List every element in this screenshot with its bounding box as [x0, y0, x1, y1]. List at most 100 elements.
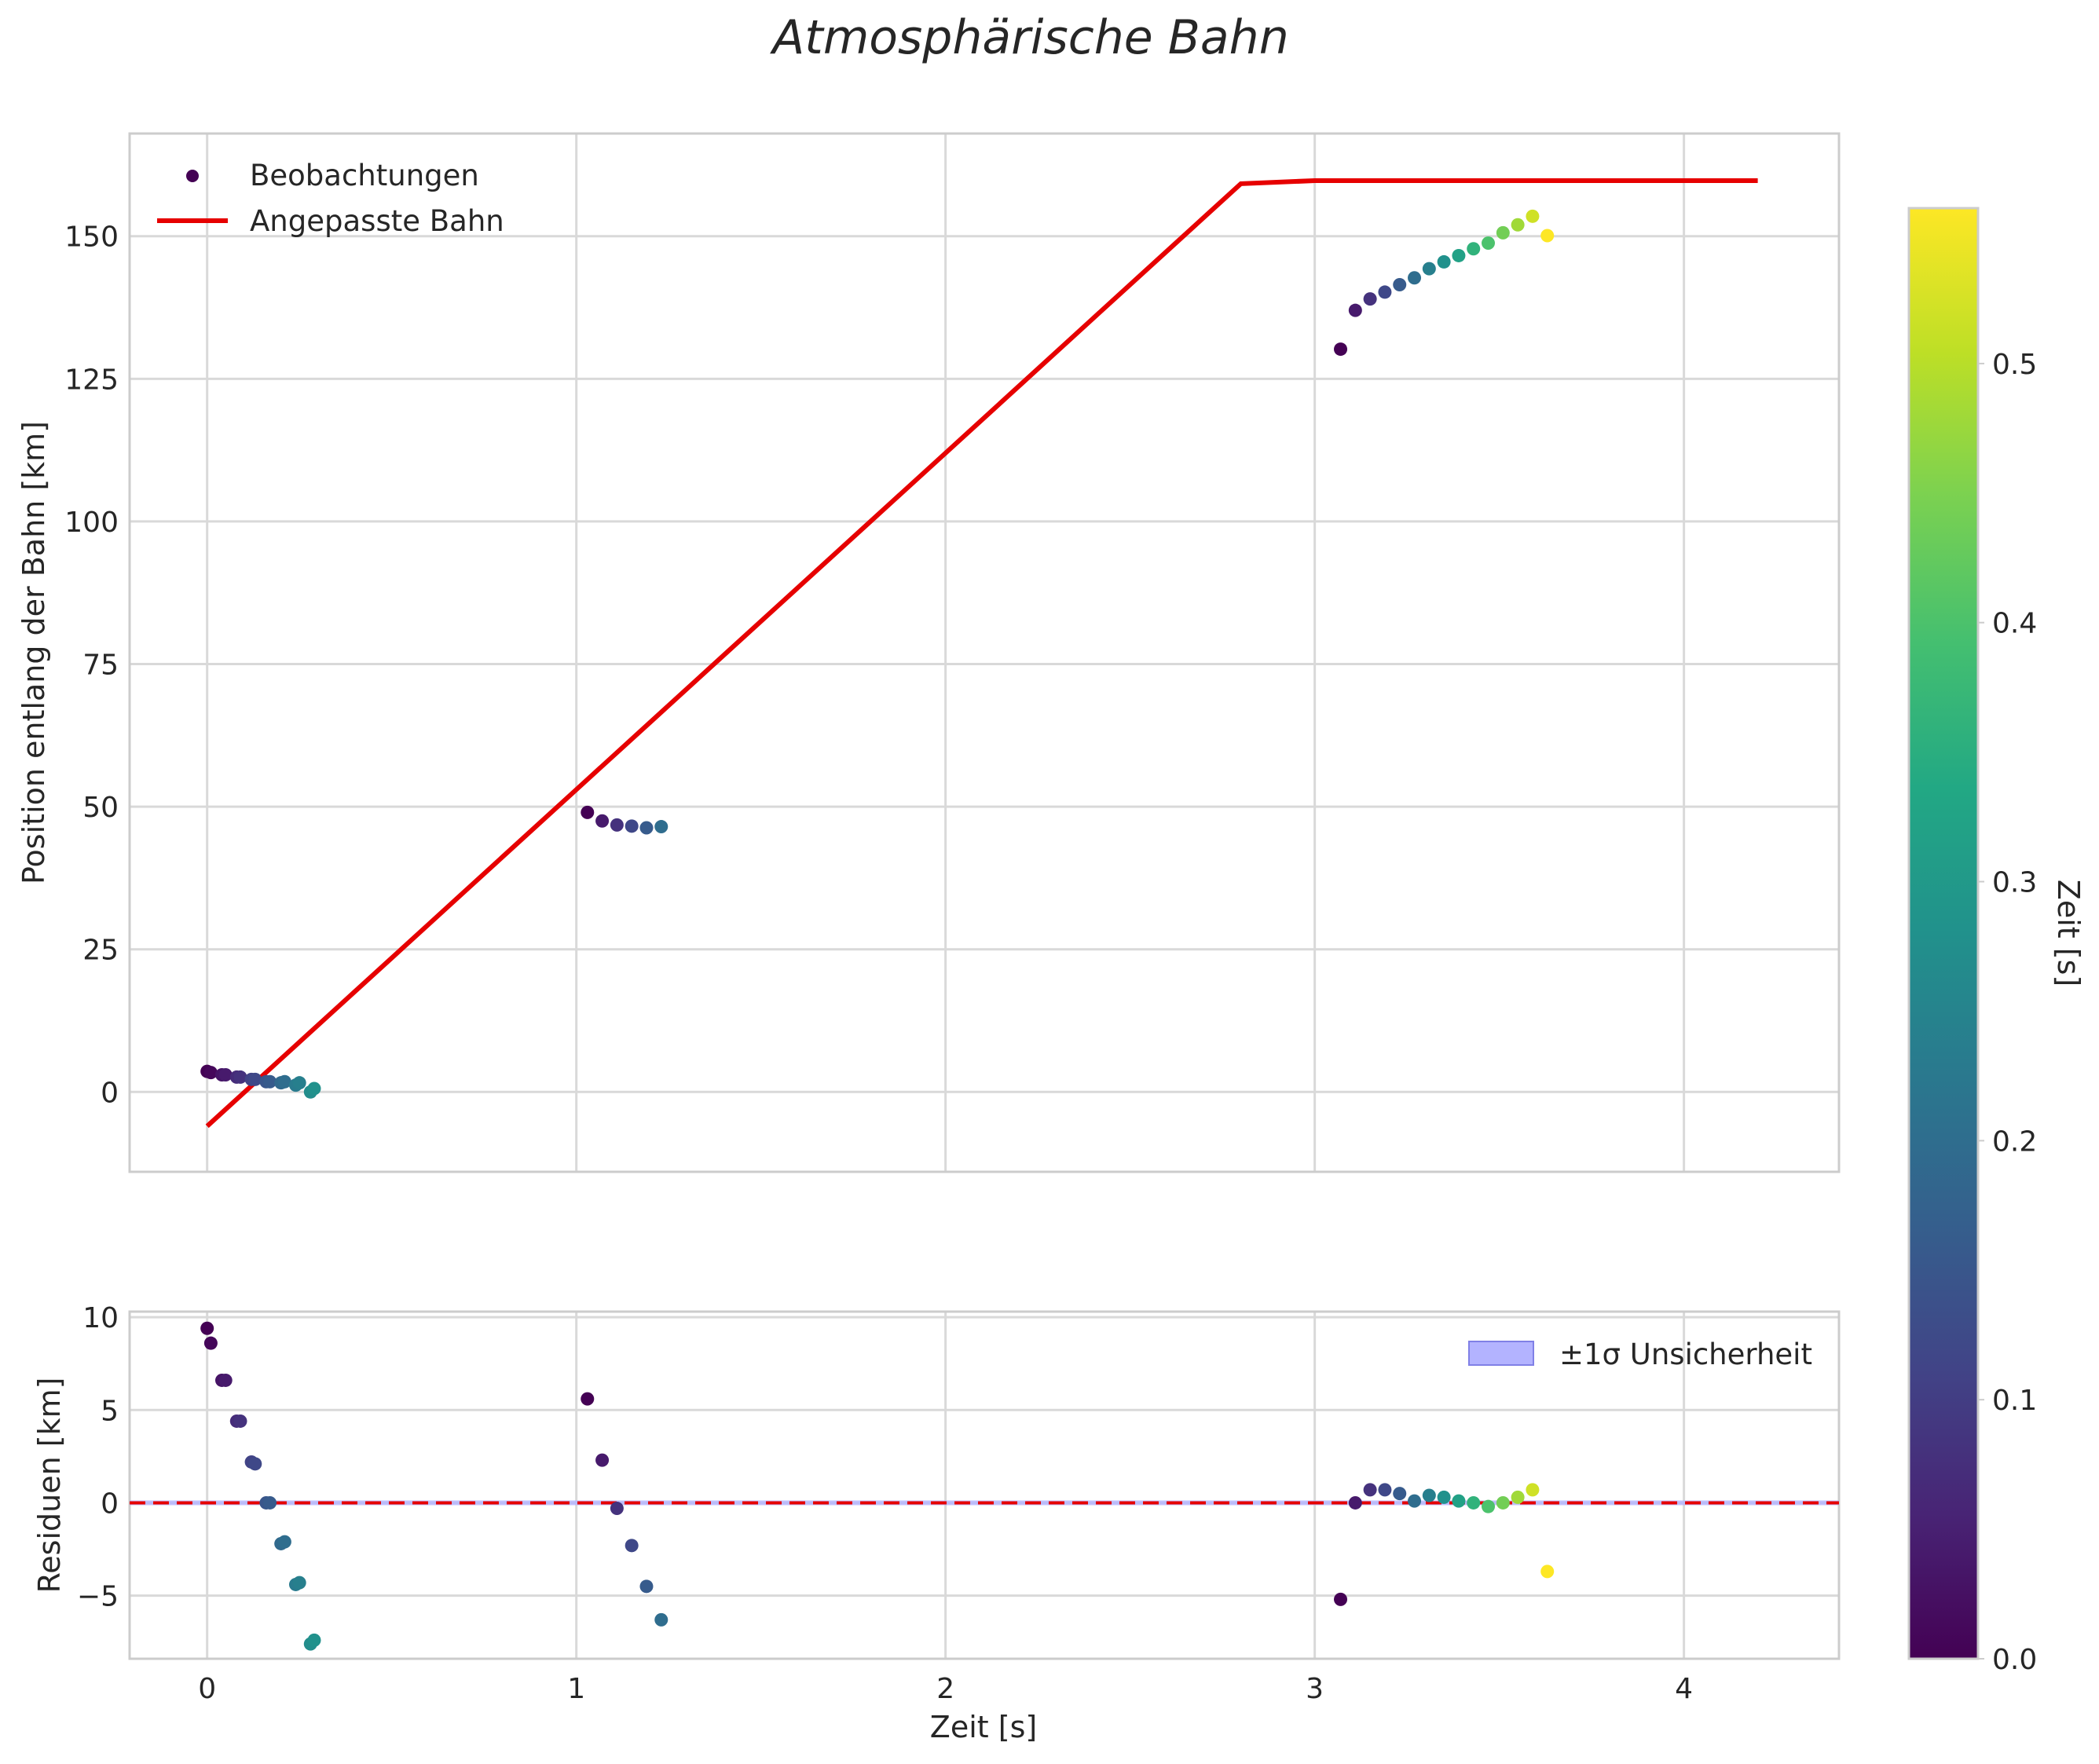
- residual-point-23: [1348, 1495, 1362, 1510]
- observation-points: [200, 209, 1555, 1099]
- legend-label-uncertainty: ±1σ Unsicherheit: [1559, 1338, 1812, 1371]
- residual-point-13: [292, 1576, 306, 1590]
- legend-marker-observations: [186, 170, 199, 182]
- top-y-tick-label: 50: [82, 792, 119, 824]
- bottom-plot-frame: [128, 1310, 1841, 1660]
- bottom-y-tick-labels: −5 0 5 10: [77, 1302, 119, 1613]
- residual-point-9: [263, 1495, 277, 1510]
- fitted-trajectory-line: [205, 178, 1758, 1129]
- residual-points: [200, 1321, 1555, 1651]
- residual-point-18: [610, 1502, 624, 1516]
- observation-point-29: [1437, 254, 1451, 269]
- top-y-tick-label: 150: [64, 221, 119, 254]
- observation-point-27: [1408, 271, 1422, 285]
- bottom-legend: ±1σ Unsicherheit: [1468, 1338, 1812, 1371]
- observation-point-25: [1378, 285, 1392, 299]
- top-y-tick-label: 25: [82, 935, 119, 967]
- residual-point-11: [277, 1535, 291, 1549]
- x-tick-label: 4: [1675, 1673, 1693, 1705]
- bottom-y-axis-label: Residuen [km]: [32, 1378, 67, 1594]
- residual-point-30: [1452, 1494, 1466, 1508]
- x-tick-label: 1: [567, 1673, 585, 1705]
- residual-point-25: [1378, 1483, 1392, 1497]
- top-y-tick-label: 75: [82, 650, 119, 682]
- observation-point-20: [639, 821, 654, 835]
- top-y-tick-label: 0: [101, 1077, 119, 1109]
- residual-point-32: [1482, 1499, 1496, 1513]
- observation-point-36: [1540, 229, 1555, 243]
- residual-point-34: [1511, 1490, 1525, 1504]
- observation-point-21: [654, 820, 669, 834]
- observation-point-1: [203, 1066, 218, 1080]
- residual-point-27: [1408, 1494, 1422, 1508]
- observation-point-9: [263, 1074, 277, 1089]
- top-y-axis-label: Position entlang der Bahn [km]: [16, 421, 51, 884]
- x-axis-label: Zeit [s]: [930, 1710, 1037, 1744]
- observation-point-30: [1452, 248, 1466, 262]
- observation-point-33: [1496, 225, 1510, 240]
- observation-point-18: [610, 818, 624, 832]
- residual-point-1: [203, 1336, 218, 1350]
- colorbar-tick-label: 0.1: [1992, 1385, 2037, 1417]
- residual-point-17: [595, 1453, 610, 1467]
- residual-point-28: [1422, 1488, 1436, 1502]
- x-tick-label: 0: [198, 1673, 216, 1705]
- residual-point-5: [233, 1414, 247, 1428]
- residual-point-31: [1467, 1495, 1481, 1510]
- observation-point-19: [625, 819, 639, 833]
- colorbar: [1907, 207, 1980, 1660]
- residual-point-22: [1334, 1592, 1348, 1606]
- observation-point-16: [581, 805, 595, 819]
- observation-point-26: [1393, 277, 1407, 291]
- colorbar-tick-label: 0.2: [1992, 1125, 2037, 1158]
- observation-point-34: [1511, 218, 1525, 232]
- residual-point-26: [1393, 1487, 1407, 1501]
- residual-point-7: [248, 1457, 262, 1471]
- observation-point-23: [1348, 303, 1362, 317]
- top-plot-frame: [128, 132, 1841, 1173]
- legend-label-fit: Angepasste Bahn: [250, 204, 504, 238]
- observation-point-13: [292, 1076, 306, 1090]
- x-tick-label: 3: [1306, 1673, 1324, 1705]
- legend-marker-uncertainty: [1468, 1341, 1534, 1366]
- residual-point-0: [200, 1321, 214, 1335]
- observation-point-5: [233, 1070, 247, 1084]
- observation-point-22: [1334, 342, 1348, 357]
- bottom-y-tick-label: 5: [101, 1395, 119, 1427]
- colorbar-tick-label: 0.0: [1992, 1644, 2037, 1676]
- observation-point-17: [595, 814, 610, 828]
- residual-point-19: [625, 1539, 639, 1553]
- residual-point-36: [1540, 1565, 1555, 1579]
- bottom-y-tick-label: −5: [77, 1581, 119, 1613]
- residual-point-16: [581, 1392, 595, 1406]
- chart-title: Atmosphärische Bahn: [769, 10, 1288, 65]
- bottom-y-tick-label: 10: [82, 1302, 119, 1334]
- residual-point-29: [1437, 1490, 1451, 1504]
- residual-point-35: [1526, 1483, 1540, 1497]
- top-legend: Beobachtungen Angepasste Bahn: [157, 159, 504, 238]
- observation-point-32: [1482, 236, 1496, 250]
- residual-point-24: [1363, 1483, 1377, 1497]
- x-tick-label: 2: [936, 1673, 954, 1705]
- residual-point-3: [218, 1373, 233, 1387]
- observation-point-35: [1526, 209, 1540, 223]
- observation-point-15: [307, 1081, 321, 1096]
- residual-point-20: [639, 1579, 654, 1594]
- observation-point-31: [1467, 242, 1481, 256]
- colorbar-tick-label: 0.3: [1992, 867, 2037, 899]
- colorbar-tick-labels: 0.0 0.1 0.2 0.3 0.4 0.5: [1978, 349, 2037, 1676]
- colorbar-tick-label: 0.4: [1992, 608, 2037, 640]
- bottom-y-tick-label: 0: [101, 1488, 119, 1520]
- colorbar-tick-label: 0.5: [1992, 349, 2037, 381]
- colorbar-label: Zeit [s]: [2051, 880, 2086, 986]
- observation-point-28: [1422, 262, 1436, 276]
- residual-point-21: [654, 1612, 669, 1627]
- residual-point-33: [1496, 1495, 1510, 1510]
- top-y-tick-labels: 0 25 50 75 100 125 150: [64, 221, 119, 1110]
- top-grid: [130, 134, 1839, 1172]
- observation-point-3: [218, 1068, 233, 1082]
- residual-point-15: [307, 1633, 321, 1647]
- top-y-tick-label: 100: [64, 507, 119, 539]
- observation-point-24: [1363, 292, 1377, 306]
